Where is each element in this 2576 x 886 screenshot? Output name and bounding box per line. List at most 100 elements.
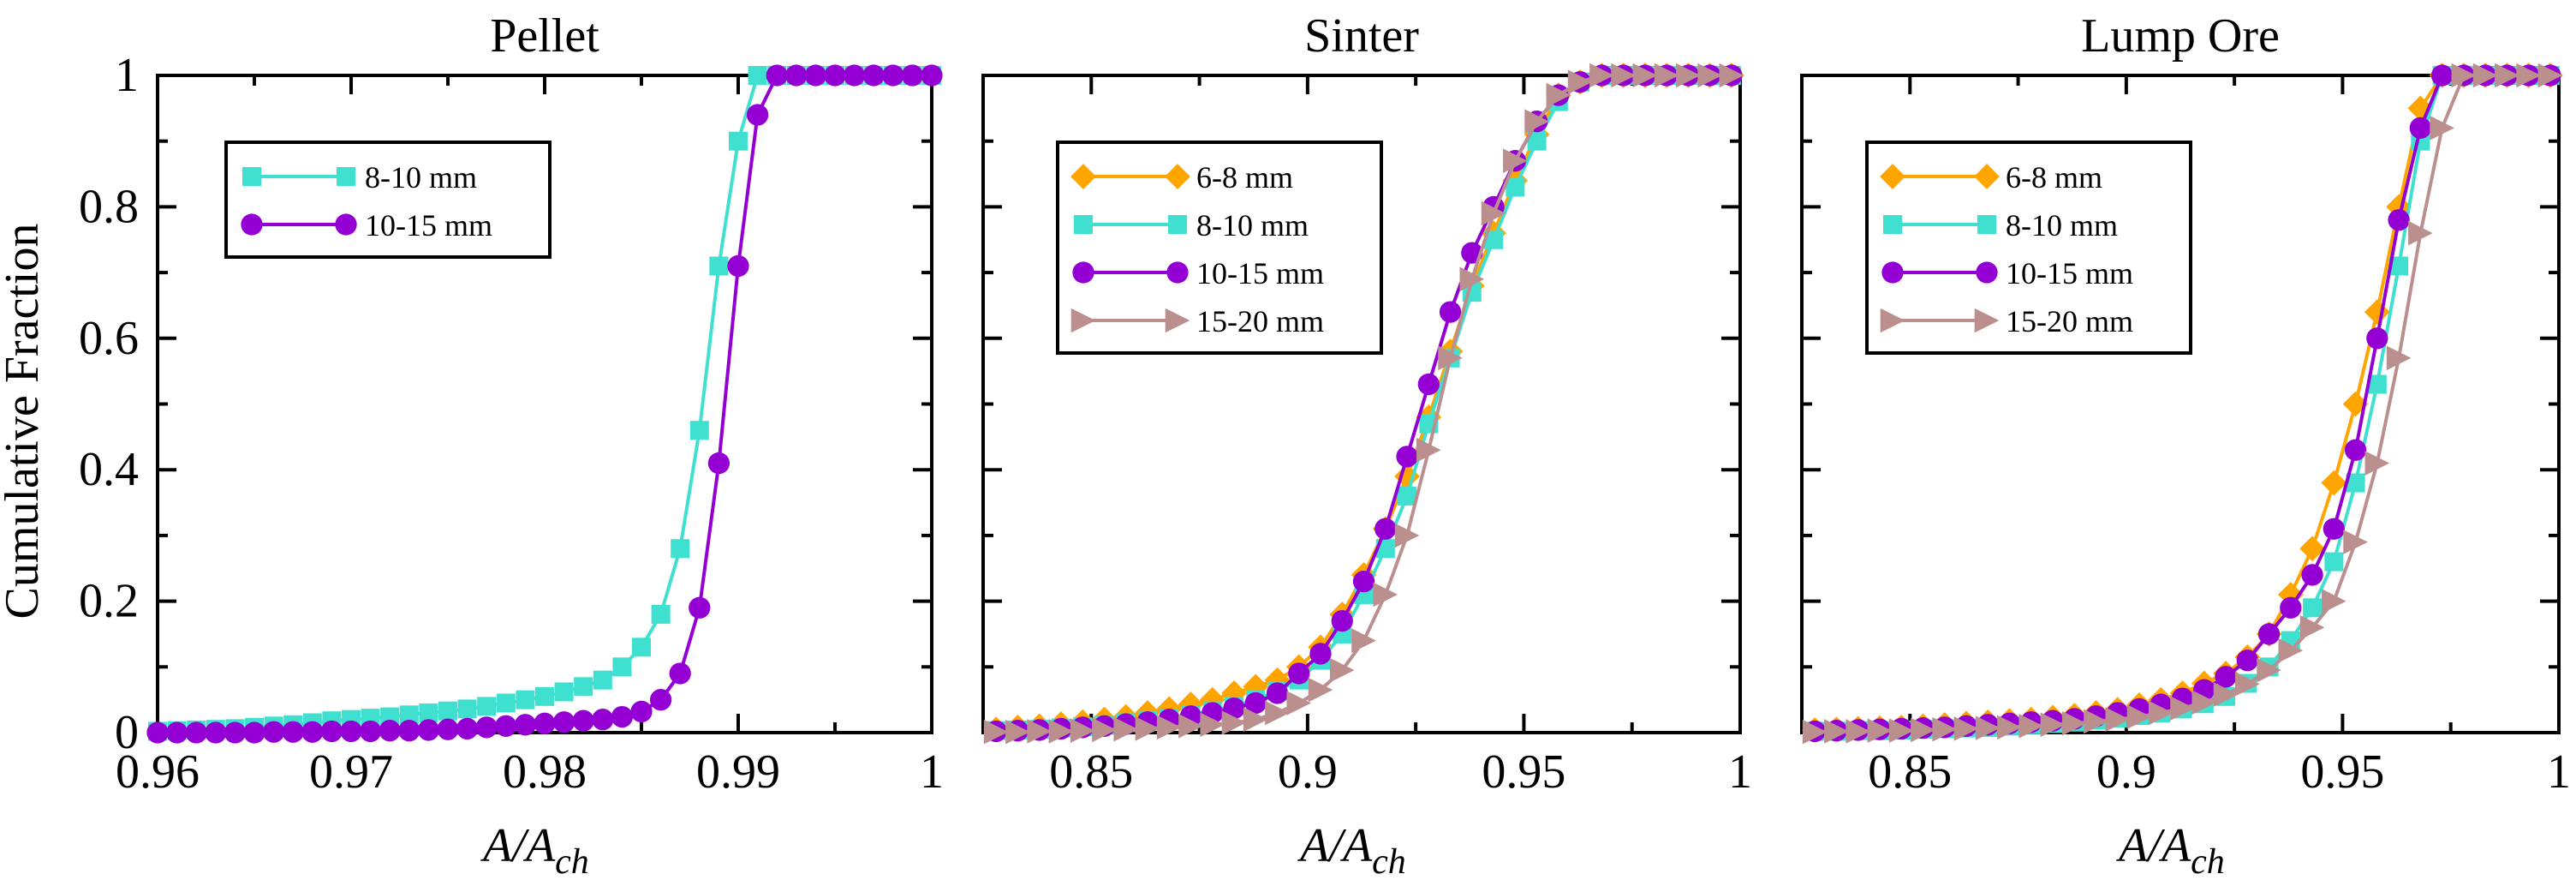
panel-pellet-series-10-15-mm-point [282,721,304,743]
panel-pellet-series-10-15-mm-point [205,721,227,744]
panel-sinter-xtick-label: 1 [1728,745,1752,799]
panel-sinter-series-15-20-mm-point [1027,719,1052,744]
panel-lump-ore-series-15-20-mm-point [2322,589,2346,614]
panel-pellet-series-8-10-mm-point [535,686,554,706]
panel-sinter-legend-marker [1168,215,1187,234]
panel-pellet-series-10-15-mm-point [224,721,247,744]
panel-pellet-series-8-10-mm-point [399,705,419,725]
panel-lump-ore-series-15-20-mm-point [2213,682,2239,707]
panel-lump-ore-series-10-15-mm-point [2388,209,2410,231]
data-series [146,63,2563,745]
panel-pellet-xtick-label: 0.97 [309,745,393,799]
panel-pellet-series-10-15-mm-point [243,721,265,744]
panel-sinter-series-15-20-mm-point [1070,718,1095,743]
panel-pellet-series-10-15-mm-point [804,64,827,87]
panel-sinter-series-15-20-mm [983,63,1744,745]
panel-pellet-series-10-15-mm-point [882,64,904,87]
panel-sinter-series-10-15-mm-point [1266,682,1289,704]
panel-lump-ore-title: Lump Ore [2081,9,2280,63]
panel-sinter-series-10-15-mm-point [1244,691,1267,715]
panel-sinter-xtick-label: 0.85 [1049,745,1133,799]
panel-sinter-series-15-20-mm-point [1676,63,1701,88]
panel-pellet-ytick-label: 0 [115,706,139,759]
panel-pellet-series-10-15-mm-point [707,452,730,475]
panel-pellet-series-8-10-mm-point [709,256,729,276]
panel-pellet-series-10-15-mm-point [746,104,769,126]
panel-pellet-legend-label: 10-15 mm [365,208,492,242]
panel-pellet-series-10-15-mm-point [320,720,343,743]
panel-lump-ore-series-15-20-mm-point [2084,709,2108,734]
panel-sinter-series-8-10-mm-point [1484,230,1504,249]
panel-lump-ore-series-15-20-mm-point [1932,716,1957,742]
panel-pellet-series-10-15-mm-point [165,721,188,744]
panel-lump-ore-legend-marker [1880,308,1905,333]
panel-lump-ore-series-6-8-mm-point [2299,536,2325,562]
panel-pellet-series-8-10-mm-point [632,638,651,657]
panel-lump-ore-legend-marker [1977,215,1996,234]
panel-pellet-series-10-15-mm-point [340,720,362,743]
panel-pellet-legend-label: 8-10 mm [365,160,477,195]
panel-sinter-series-15-20-mm-point [1265,700,1290,726]
panel-lump-ore-series-8-10-mm-point [2303,598,2323,618]
panel-sinter-series-15-20-mm-point [1546,82,1571,108]
panel-sinter-series-15-20-mm-point [1135,716,1160,741]
panel-lump-ore-series-15-20-mm-point [2105,707,2131,732]
panel-pellet-series-10-15-mm-point [417,719,440,741]
panel-lump-ore-series-15-20-mm-point [2040,712,2066,738]
panel-sinter-series-15-20-mm-point [1697,63,1722,88]
panel-pellet-ytick-label: 0.4 [79,443,139,496]
panel-sinter-legend: 6-8 mm 8-10 mm 10-15 mm 15-20 mm [1056,141,1383,355]
panel-lump-ore-series-10-15-mm-point [2236,649,2258,672]
panel-pellet-series-10-15-mm-point [901,64,924,87]
panel-lump-ore-series-15-20-mm-point [2148,700,2174,726]
panel-lump-ore-series-15-20-mm-point [1997,715,2022,740]
panel-sinter-series-15-20-mm-point [1438,345,1463,371]
panel-sinter-series-15-20-mm-point [1459,266,1485,292]
panel-sinter-title: Sinter [1304,9,1419,63]
panel-sinter-series-10-15-mm-point [1331,609,1353,632]
panel-lump-ore-series-15-20-mm [1802,63,2563,745]
panel-sinter-series-15-20-mm-point [1092,717,1117,743]
panel-lump-ore-series-15-20-mm-point [2126,704,2152,729]
panel-sinter-series-15-20-mm-point [1719,63,1744,88]
panel-lump-ore-legend-marker [1881,261,1904,284]
panel-sinter-xtick-label: 0.9 [1278,745,1338,799]
panel-lump-ore-legend: 6-8 mm 8-10 mm 10-15 mm 15-20 mm [1865,141,2192,355]
panel-lump-ore-series-15-20-mm-point [2516,63,2541,88]
panel-pellet-legend-marker [241,213,263,236]
panel-lump-ore-series-15-20-mm-point [1867,718,1893,743]
panel-pellet-series-10-15-mm-point [824,64,846,87]
panel-sinter-series-8-10-mm-point [1398,486,1417,506]
panel-lump-ore-xtick-label: 0.95 [2300,745,2384,799]
panel-sinter-series-10-15-mm-point [1374,518,1397,540]
panel-pellet-series-10-15-mm-point [514,714,537,736]
panel-pellet-series-8-10-mm-point [612,657,632,677]
panel-pellet-series-10-15-mm-point [611,705,634,728]
panel-lump-ore-series-8-10-mm-point [2324,552,2344,572]
panel-lump-ore-series-15-20-mm-point [2364,451,2390,476]
panel-pellet-legend-box [224,141,552,259]
panel-lump-ore-series-10-15-mm-point [2366,327,2388,350]
panel-pellet-ytick-label: 0.8 [79,180,139,233]
panel-lump-ore-series-15-20-mm-point [1846,719,1870,744]
panel-lump-ore-legend-marker [1883,215,1902,234]
panel-pellet-series-10-15-mm-point [475,716,498,739]
panel-sinter-legend-label: 6-8 mm [1196,160,1293,195]
panel-sinter-xlabel: A/Ach [1297,819,1406,882]
panel-sinter-series-15-20-mm-point [1567,69,1593,94]
panel-lump-ore-legend-marker [1974,308,2000,333]
panel-sinter-series-15-20-mm-point [1243,707,1268,732]
panel-sinter-series-15-20-mm-point [1611,63,1636,88]
panel-pellet-series-8-10-mm-point [671,539,690,559]
panel-sinter-series-10-15-mm-point [1288,662,1310,685]
panel-lump-ore-series-15-20-mm-point [2537,63,2563,88]
panel-lump-ore-xtick-label: 0.85 [1868,745,1952,799]
panel-pellet-xtick-label: 0.96 [116,745,200,799]
panel-lump-ore-series-10-15-mm-point [2301,564,2323,586]
panel-sinter-series-10-15-mm-point [1417,373,1440,396]
panel-sinter-series-15-20-mm-point [1221,710,1247,735]
panel-pellet-xtick-label: 1 [920,745,944,799]
panel-lump-ore-series-15-20-mm-point [2170,696,2195,721]
panel-pellet-xtick-label: 0.99 [696,745,780,799]
